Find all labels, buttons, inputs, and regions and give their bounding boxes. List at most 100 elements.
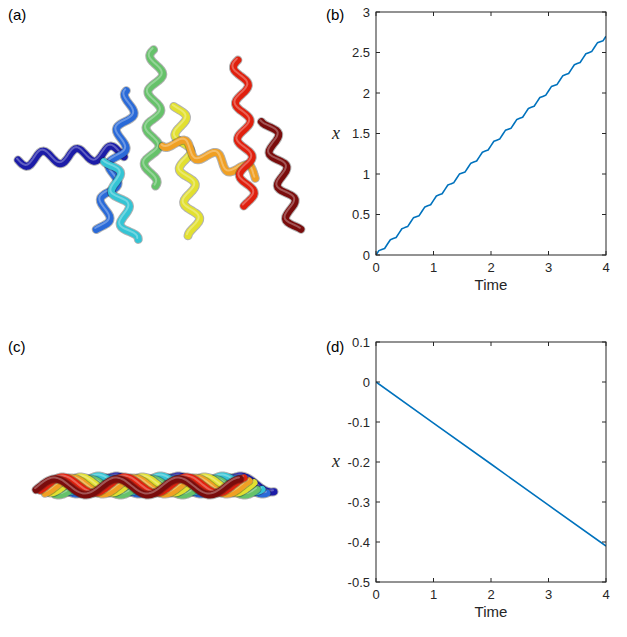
- x-tick-top: [606, 342, 607, 346]
- y-tick-label: 2: [363, 86, 370, 101]
- y-tick: [376, 93, 380, 94]
- x-tick-label: 1: [430, 260, 437, 275]
- y-tick: [376, 255, 380, 256]
- y-tick-right: [602, 382, 606, 383]
- x-tick: [548, 251, 549, 255]
- y-tick-right: [602, 133, 606, 134]
- x-tick-top: [376, 12, 377, 16]
- helix-highlight: [173, 105, 199, 234]
- y-tick-right: [602, 214, 606, 215]
- y-tick: [376, 52, 380, 53]
- x-tick-label: 0: [372, 260, 379, 275]
- y-tick-right: [602, 174, 606, 175]
- y-tick-right: [602, 52, 606, 53]
- y-tick-right: [602, 12, 606, 13]
- y-tick-label: -0.5: [348, 575, 370, 590]
- y-tick-right: [602, 502, 606, 503]
- y-tick: [376, 342, 380, 343]
- x-tick: [433, 251, 434, 255]
- x-tick-top: [433, 342, 434, 346]
- y-tick-right: [602, 582, 606, 583]
- axes-frame: [376, 12, 606, 255]
- y-tick-label: -0.1: [348, 415, 370, 430]
- x-tick-label: 2: [487, 260, 494, 275]
- helix-highlight: [260, 120, 300, 228]
- x-tick-label: 1: [430, 587, 437, 602]
- panel-label: (d): [326, 338, 344, 355]
- panel-label: (c): [8, 338, 26, 355]
- x-tick-top: [491, 12, 492, 16]
- y-tick-right: [602, 542, 606, 543]
- y-tick-label: 0: [363, 375, 370, 390]
- y-axis-title: x: [331, 451, 340, 471]
- x-tick: [491, 578, 492, 582]
- y-tick-label: 0: [363, 248, 370, 263]
- x-tick-label: 3: [545, 260, 552, 275]
- y-tick: [376, 12, 380, 13]
- data-layer: [376, 382, 606, 546]
- y-tick: [376, 542, 380, 543]
- x-tick-top: [606, 12, 607, 16]
- y-tick-right: [602, 255, 606, 256]
- helix: [104, 162, 138, 240]
- y-tick-right: [602, 93, 606, 94]
- y-tick-label: 0.5: [352, 207, 370, 222]
- helix-outline: [104, 162, 138, 240]
- x-tick: [376, 251, 377, 255]
- illustration-c: [35, 475, 274, 496]
- data-line: [376, 382, 606, 546]
- x-tick-label: 3: [545, 587, 552, 602]
- y-tick-label: -0.3: [348, 495, 370, 510]
- y-tick: [376, 422, 380, 423]
- y-tick-label: -0.2: [348, 455, 370, 470]
- x-tick-top: [491, 342, 492, 346]
- x-tick: [491, 251, 492, 255]
- y-tick-label: 3: [363, 5, 370, 20]
- x-tick-label: 4: [602, 587, 609, 602]
- x-tick: [376, 578, 377, 582]
- x-tick-top: [376, 342, 377, 346]
- figure: (a)(b)(c)(d)0123400.511.522.53Timex01234…: [0, 0, 627, 637]
- x-tick: [548, 578, 549, 582]
- x-tick-label: 4: [602, 260, 609, 275]
- chart: 01234-0.5-0.4-0.3-0.2-0.100.1Timex: [331, 335, 610, 621]
- data-layer: [376, 36, 606, 255]
- helix-highlight: [143, 48, 162, 184]
- helix-outline: [234, 60, 255, 206]
- helix: [234, 60, 255, 206]
- x-tick: [606, 578, 607, 582]
- x-axis-title: Time: [475, 603, 508, 620]
- y-tick: [376, 214, 380, 215]
- y-tick: [376, 133, 380, 134]
- x-tick: [606, 251, 607, 255]
- x-axis-title: Time: [475, 276, 508, 293]
- x-tick-label: 0: [372, 587, 379, 602]
- chart: 0 1 2 3 4 0 0.5 1 1.5 2 2.5 3 Time x: [331, 5, 610, 294]
- helix-highlight: [103, 160, 137, 238]
- illustration-a: [17, 48, 301, 239]
- plot-area: [376, 342, 606, 582]
- y-tick-label: 2.5: [352, 45, 370, 60]
- helix-highlight: [35, 478, 239, 494]
- panel-label: (a): [8, 6, 26, 23]
- y-tick: [376, 462, 380, 463]
- y-tick: [376, 382, 380, 383]
- plot-area: [376, 12, 606, 255]
- data-line: [376, 36, 606, 255]
- y-axis-title: x: [331, 123, 340, 143]
- panel-label: (b): [326, 6, 344, 23]
- x-tick-top: [548, 12, 549, 16]
- y-tick-label: 1: [363, 167, 370, 182]
- y-tick: [376, 502, 380, 503]
- x-tick-top: [433, 12, 434, 16]
- y-tick-label: 1.5: [352, 126, 370, 141]
- y-tick-right: [602, 422, 606, 423]
- y-tick-right: [602, 342, 606, 343]
- y-tick-right: [602, 462, 606, 463]
- x-tick-top: [548, 342, 549, 346]
- y-tick: [376, 174, 380, 175]
- helix-highlight: [233, 59, 254, 205]
- y-tick-label: -0.4: [348, 535, 370, 550]
- x-tick: [433, 578, 434, 582]
- y-tick: [376, 582, 380, 583]
